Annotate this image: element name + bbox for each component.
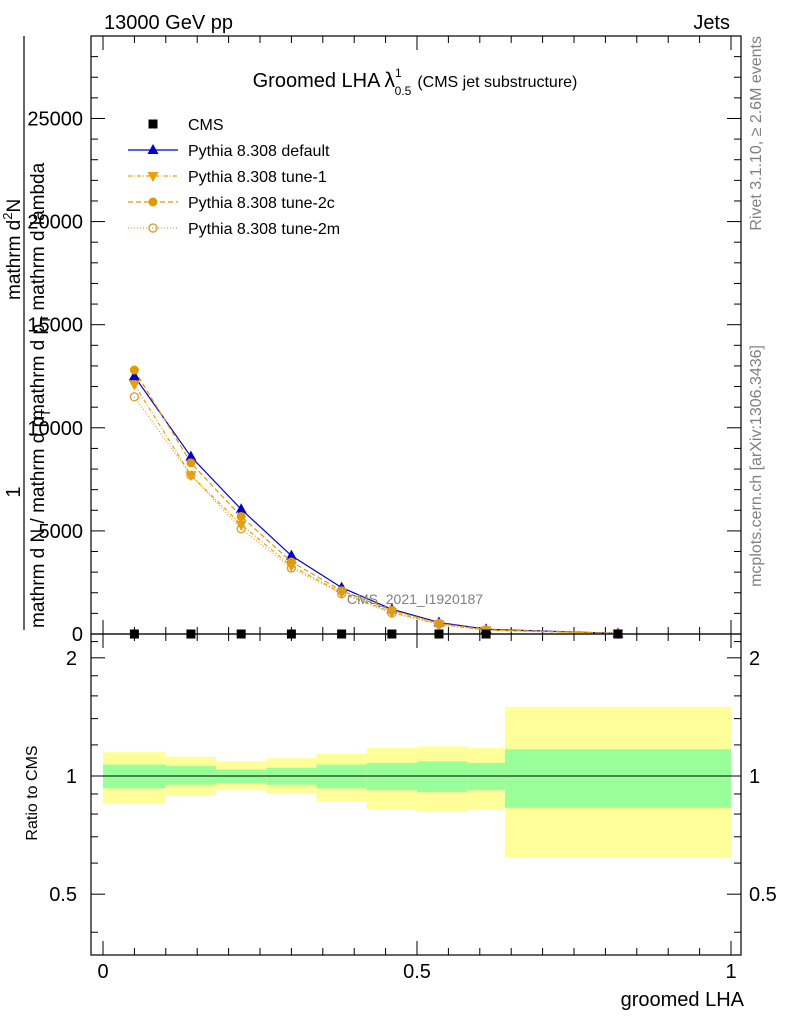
ratio-y-tick-label: 1 xyxy=(66,766,77,788)
upper-y-tick-label: 15000 xyxy=(27,315,83,337)
ylabel-lhs: mathrm d N / mathrm d pT xyxy=(28,409,53,628)
upper-y-axis-label: 1 mathrm d N / mathrm d pT mathrm d2N ma… xyxy=(0,36,53,630)
data-point xyxy=(186,470,196,480)
data-point xyxy=(128,370,140,381)
legend-entry: Pythia 8.308 default xyxy=(128,143,330,160)
x-tick-label: 0.5 xyxy=(403,961,431,983)
ylabel-rhs-numerator: mathrm d2N xyxy=(0,199,25,300)
data-point xyxy=(186,458,196,468)
data-point xyxy=(286,563,297,573)
ratio-band-stat xyxy=(504,749,731,808)
ratio-y-tick-label-right: 0.5 xyxy=(749,884,777,906)
ratio-y-tick-label: 2 xyxy=(66,648,77,670)
x-axis-label: groomed LHA xyxy=(621,989,745,1011)
header-right: Jets xyxy=(693,12,730,34)
header-left: 13000 GeV pp xyxy=(104,12,233,34)
data-point xyxy=(235,520,247,531)
upper-y-tick-label: 5000 xyxy=(39,521,84,543)
data-point xyxy=(285,549,297,560)
x-tick-label: 0 xyxy=(97,961,108,983)
analysis-watermark: CMS_2021_I1920187 xyxy=(347,591,483,607)
ratio-y-tick-label-right: 1 xyxy=(749,766,760,788)
ratio-y-tick-label: 0.5 xyxy=(49,884,77,906)
legend-label: CMS xyxy=(188,117,224,134)
upper-y-tick-label: 25000 xyxy=(27,108,83,130)
ratio-band-stat xyxy=(165,766,217,785)
x-tick-label: 1 xyxy=(725,961,736,983)
legend-label: Pythia 8.308 default xyxy=(188,143,330,160)
chart-title: Groomed LHA λ1 0.5 (CMS jet substructure) xyxy=(253,66,578,98)
upper-y-tick-label: 20000 xyxy=(27,212,83,234)
ratio-band-stat xyxy=(467,762,505,791)
ylabel-rhs-denominator: mathrm d pT mathrm d lambda xyxy=(28,162,53,420)
upper-y-tick-label: 0 xyxy=(72,624,83,646)
legend-label: Pythia 8.308 tune-2m xyxy=(188,221,340,238)
legend-label: Pythia 8.308 tune-2c xyxy=(188,195,335,212)
upper-plot: 0 5000 10000 15000 20000 25000 xyxy=(27,35,742,646)
legend-entry: Pythia 8.308 tune-2m xyxy=(128,221,340,238)
legend: CMS Pythia 8.308 default Pythia 8.308 tune… xyxy=(128,117,340,238)
data-point xyxy=(434,619,444,630)
data-point xyxy=(236,511,246,521)
legend-entry: CMS xyxy=(148,117,224,134)
legend-marker xyxy=(147,144,159,154)
rivet-version-text: Rivet 3.1.10, ≥ 2.6M events xyxy=(748,36,765,231)
legend-marker xyxy=(147,172,159,182)
upper-y-tick-label: 10000 xyxy=(27,418,83,440)
ylabel-one: 1 xyxy=(3,486,25,497)
data-point xyxy=(129,392,140,402)
ratio-ylabel: Ratio to CMS xyxy=(24,745,41,840)
data-point xyxy=(387,605,397,615)
ratio-plot-frame xyxy=(90,633,742,956)
legend-label: Pythia 8.308 tune-1 xyxy=(188,169,327,186)
ratio-y-tick-label-right: 2 xyxy=(749,648,760,670)
data-point xyxy=(337,586,347,596)
ratio-band-stat xyxy=(366,762,417,791)
legend-marker xyxy=(148,197,158,207)
data-point xyxy=(235,503,247,514)
legend-marker xyxy=(148,223,158,233)
data-point xyxy=(236,524,246,534)
mcplots-credit-text: mcplots.cern.ch [arXiv:1306.3436] xyxy=(748,345,765,587)
data-point xyxy=(185,450,197,461)
data-point xyxy=(185,471,197,482)
legend-marker xyxy=(148,119,158,129)
legend-entry: Pythia 8.308 tune-2c xyxy=(128,195,335,212)
ratio-plot: 0.5 0.5 1 1 2 2 0 0.5 1 xyxy=(49,633,777,983)
ratio-band-stat xyxy=(417,761,468,793)
data-point xyxy=(128,380,140,391)
data-point xyxy=(336,589,347,599)
legend-entry: Pythia 8.308 tune-1 xyxy=(128,169,327,186)
data-point xyxy=(129,365,139,375)
data-point xyxy=(387,608,397,618)
